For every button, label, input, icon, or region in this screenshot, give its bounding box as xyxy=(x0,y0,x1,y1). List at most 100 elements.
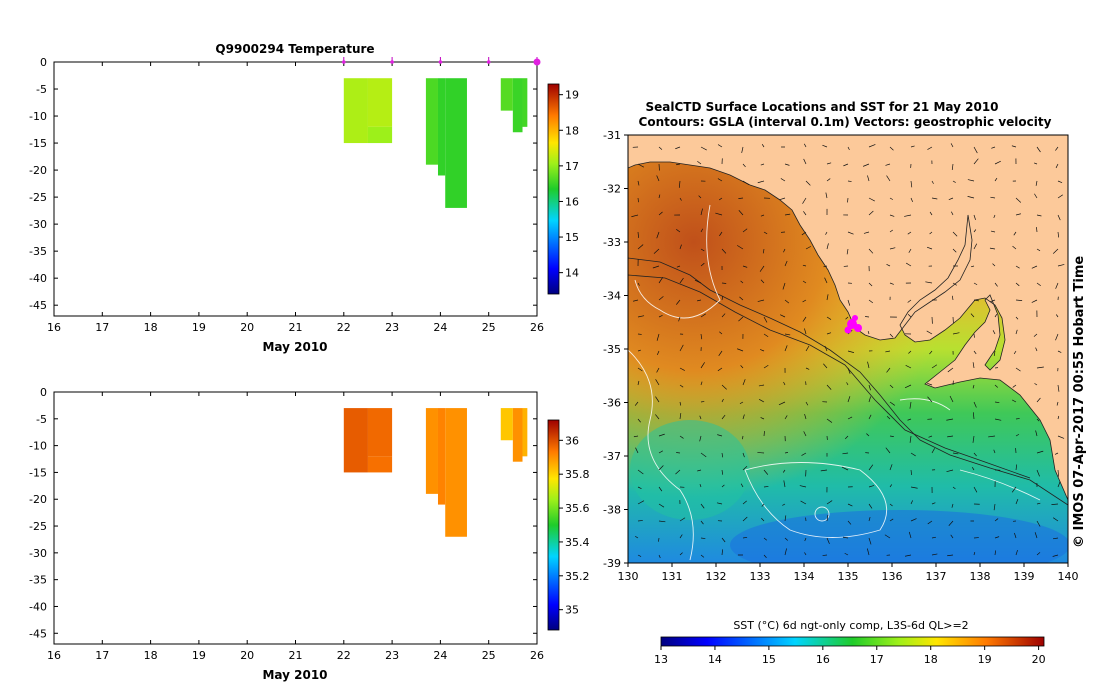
velocity-vector-283 xyxy=(847,367,851,374)
map-gsla-contours xyxy=(628,204,1041,561)
data-cell-8 xyxy=(522,408,528,457)
velocity-vector-410 xyxy=(868,464,874,471)
velocity-vector-399 xyxy=(637,469,644,475)
x-tick-label-4: 20 xyxy=(240,321,254,334)
velocity-vector-345 xyxy=(826,418,833,423)
velocity-vector-323 xyxy=(805,401,809,406)
velocity-vector-307 xyxy=(904,384,912,389)
velocity-vector-239 xyxy=(804,328,807,335)
map-x-tick-label-3: 133 xyxy=(750,570,771,583)
velocity-vector-310 xyxy=(972,384,975,389)
velocity-vector-431 xyxy=(868,485,875,488)
velocity-vector-385 xyxy=(784,452,789,454)
velocity-vector-417 xyxy=(1015,464,1018,471)
velocity-vector-109 xyxy=(719,231,723,237)
velocity-vector-380 xyxy=(676,452,681,454)
velocity-vector-432 xyxy=(889,484,893,488)
velocity-vector-317 xyxy=(679,401,682,406)
velocity-vector-508 xyxy=(721,549,723,556)
velocity-vector-115 xyxy=(847,231,854,235)
velocity-vector-436 xyxy=(973,486,978,493)
velocity-vector-175 xyxy=(782,282,786,290)
map-sst-mid-patch xyxy=(630,420,750,520)
velocity-vector-424 xyxy=(721,484,725,488)
velocity-vector-359 xyxy=(679,435,684,439)
velocity-vector-13 xyxy=(910,145,915,148)
velocity-vector-275 xyxy=(679,367,685,371)
map-axes: 130 131 132 133 134 135 136 137 138 139 140 -31 -32 -… xyxy=(603,129,1078,583)
velocity-vector-291 xyxy=(1015,367,1021,372)
velocity-vector-118 xyxy=(907,231,912,235)
velocity-vector-510 xyxy=(763,554,767,558)
velocity-vector-376 xyxy=(1035,430,1038,437)
x-tick-label-10: 26 xyxy=(530,321,544,334)
y-tick-label-6: -30 xyxy=(29,218,47,231)
velocity-vector-368 xyxy=(866,433,870,437)
velocity-vector-358 xyxy=(658,433,665,437)
velocity-vector-191 xyxy=(676,299,681,305)
velocity-vector-12 xyxy=(889,146,894,151)
velocity-vector-326 xyxy=(868,396,871,403)
velocity-vector-249 xyxy=(1015,329,1018,335)
velocity-vector-428 xyxy=(799,485,807,488)
velocity-vector-148 xyxy=(652,265,660,269)
velocity-vector-256 xyxy=(718,350,723,357)
velocity-vector-397 xyxy=(1036,450,1044,454)
velocity-vector-142 xyxy=(973,243,978,250)
velocity-vector-76 xyxy=(910,197,913,203)
data-cell-6 xyxy=(500,408,513,441)
velocity-vector-412 xyxy=(910,469,912,476)
velocity-vector-182 xyxy=(925,281,933,284)
velocity-vector-202 xyxy=(907,299,912,303)
velocity-vector-370 xyxy=(909,435,912,443)
velocity-vector-165 xyxy=(1015,265,1020,269)
velocity-vector-152 xyxy=(742,265,748,268)
velocity-vector-304 xyxy=(846,382,849,386)
x-tick-label-3: 19 xyxy=(192,321,206,334)
velocity-vector-284 xyxy=(867,361,870,369)
velocity-vector-378 xyxy=(635,447,639,454)
velocity-vector-308 xyxy=(927,382,933,386)
velocity-vector-404 xyxy=(742,466,748,471)
velocity-vector-58 xyxy=(967,179,975,182)
velocity-vector-335 xyxy=(1056,401,1059,406)
velocity-vector-77 xyxy=(931,197,938,200)
velocity-vector-274 xyxy=(656,367,660,373)
velocity-vector-289 xyxy=(972,362,975,369)
data-cell-1 xyxy=(367,78,393,127)
velocity-vector-212 xyxy=(678,316,681,322)
velocity-vector-217 xyxy=(780,314,786,318)
velocity-vector-101 xyxy=(993,214,996,218)
velocity-vector-144 xyxy=(1012,245,1017,250)
velocity-vector-451 xyxy=(847,503,853,507)
velocity-vector-43 xyxy=(656,175,660,182)
velocity-vector-246 xyxy=(952,332,960,335)
velocity-vector-474 xyxy=(889,518,894,522)
velocity-vector-458 xyxy=(993,503,996,511)
velocity-vector-53 xyxy=(867,175,870,182)
velocity-vector-23 xyxy=(676,163,681,166)
velocity-vector-63 xyxy=(637,197,639,203)
velocity-vector-467 xyxy=(742,516,748,522)
velocity-vector-166 xyxy=(1031,265,1038,269)
map-sst-cool-patch xyxy=(730,510,1068,563)
velocity-vector-207 xyxy=(1015,299,1023,301)
velocity-vector-213 xyxy=(700,313,706,318)
velocity-vector-489 xyxy=(763,537,768,541)
velocity-vector-126 xyxy=(637,244,644,250)
velocity-vector-164 xyxy=(992,263,996,267)
velocity-vector-70 xyxy=(779,197,786,201)
velocity-vector-441 xyxy=(637,500,645,505)
velocity-vector-130 xyxy=(721,248,727,254)
velocity-vector-265 xyxy=(908,350,912,354)
velocity-vector-219 xyxy=(826,316,832,320)
velocity-vector-507 xyxy=(700,554,705,558)
velocity-vector-464 xyxy=(679,517,686,522)
y-tick-label-1: -5 xyxy=(36,83,47,96)
velocity-vector-475 xyxy=(910,518,917,522)
velocity-vector-218 xyxy=(802,316,807,322)
x-tick-label-2: 18 xyxy=(144,321,158,334)
velocity-vector-71 xyxy=(802,197,807,204)
velocity-vector-61 xyxy=(1035,180,1038,186)
map-colorbar-tick-label-6: 19 xyxy=(978,653,992,666)
